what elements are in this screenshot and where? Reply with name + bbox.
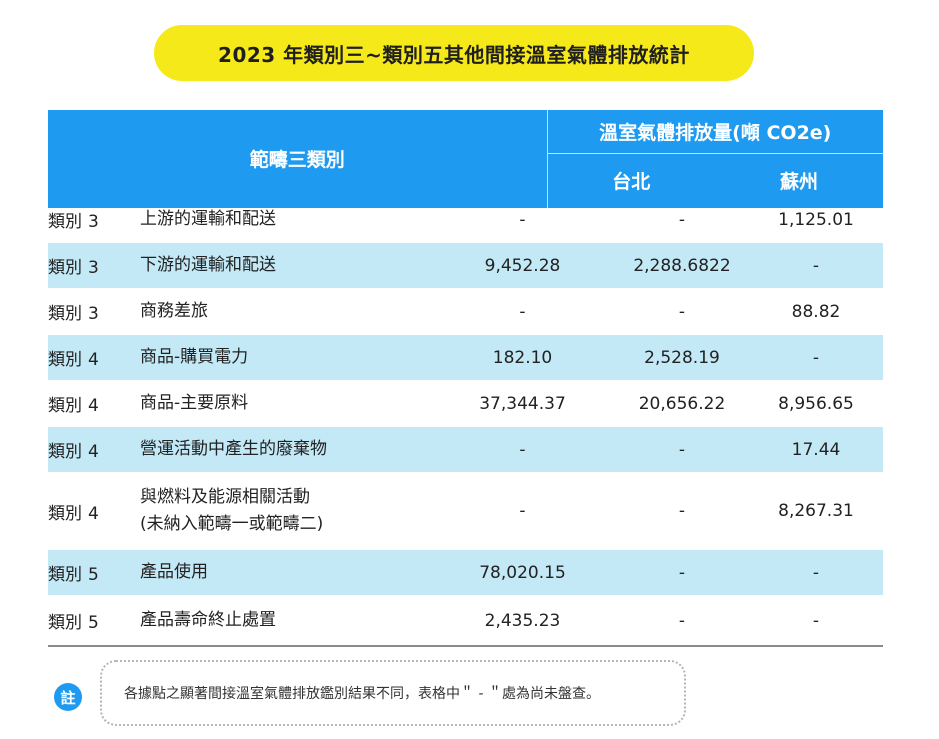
brazil-value: -: [749, 334, 883, 381]
suzhou-value: -: [615, 472, 749, 550]
page-title: 2023 年類別三~類別五其他間接溫室氣體排放統計: [154, 25, 754, 81]
category-cell: 類別 3: [48, 212, 99, 232]
description-cell: 與燃料及能源相關活動 (未納入範疇一或範疇二): [140, 472, 430, 550]
brazil-value: -: [749, 242, 883, 289]
suzhou-value: 2,528.19: [615, 334, 749, 381]
description-line-1: 與燃料及能源相關活動: [140, 487, 310, 507]
suzhou-value: -: [615, 288, 749, 335]
suzhou-value: -: [615, 595, 749, 647]
taipei-value: 78,020.15: [430, 549, 615, 596]
taipei-value: 2,435.23: [430, 595, 615, 647]
brazil-value: 88.82: [749, 288, 883, 335]
description-cell: 產品使用: [140, 549, 430, 596]
emissions-group-header: 溫室氣體排放量(噸 CO2e): [547, 110, 884, 154]
brazil-value: 8,267.31: [749, 472, 883, 550]
description-cell: 上游的運輸和配送: [140, 209, 276, 229]
taipei-value: 182.10: [430, 334, 615, 381]
brazil-value: -: [749, 549, 883, 596]
taipei-value: 37,344.37: [430, 380, 615, 427]
category-cell: 類別 4: [48, 426, 140, 473]
table-row: 類別 3 下游的運輸和配送 9,452.28 2,288.6822 -: [48, 242, 883, 289]
location-header-suzhou: 蘇州: [715, 153, 884, 208]
category-cell: 類別 5: [48, 595, 140, 647]
taipei-value: 9,452.28: [430, 242, 615, 289]
category-cell: 類別 4: [48, 380, 140, 427]
note-badge-icon: 註: [54, 683, 82, 711]
description-cell: 商品-主要原料: [140, 380, 430, 427]
category-cell: 類別 4: [48, 334, 140, 381]
brazil-value: 1,125.01: [778, 209, 854, 230]
suzhou-value: -: [615, 426, 749, 473]
table-row: 類別 5 產品使用 78,020.15 - -: [48, 549, 883, 596]
description-cell: 商務差旅: [140, 288, 430, 335]
emissions-table: 範疇三類別 溫室氣體排放量(噸 CO2e) 台北 蘇州 巴西: [48, 110, 902, 208]
suzhou-value: -: [678, 209, 686, 230]
suzhou-value: 2,288.6822: [615, 242, 749, 289]
footnote-box: 各據點之顯著間接溫室氣體排放鑑別結果不同，表格中＂ - ＂處為尚未盤查。: [100, 660, 686, 726]
emissions-table-body: 類別 3 上游的運輸和配送 - - 1,125.01 類別 3 下游的運輸和配送 9…: [48, 197, 883, 647]
category-cell: 類別 3: [48, 242, 140, 289]
category-cell: 類別 4: [48, 472, 140, 550]
category-cell: 類別 5: [48, 549, 140, 596]
suzhou-value: -: [615, 549, 749, 596]
brazil-value: -: [749, 595, 883, 647]
table-row: 類別 3 商務差旅 - - 88.82: [48, 288, 883, 335]
suzhou-value: 20,656.22: [615, 380, 749, 427]
taipei-value: -: [430, 288, 615, 335]
brazil-value: 17.44: [749, 426, 883, 473]
description-cell: 商品-購買電力: [140, 334, 430, 381]
taipei-value: -: [430, 426, 615, 473]
taipei-value: -: [519, 209, 526, 230]
description-line-2: (未納入範疇一或範疇二): [140, 514, 324, 534]
table-row: 類別 5 產品壽命終止處置 2,435.23 - -: [48, 595, 883, 647]
table-row: 類別 4 商品-主要原料 37,344.37 20,656.22 8,956.65: [48, 380, 883, 427]
table-row: 類別 4 商品-購買電力 182.10 2,528.19 -: [48, 334, 883, 381]
category-cell: 類別 3: [48, 288, 140, 335]
footnote-text: 各據點之顯著間接溫室氣體排放鑑別結果不同，表格中＂ - ＂處為尚未盤查。: [124, 686, 600, 702]
table-row: 類別 4 與燃料及能源相關活動 (未納入範疇一或範疇二) - - 8,267.31: [48, 472, 883, 550]
table-row: 類別 4 營運活動中產生的廢棄物 - - 17.44: [48, 426, 883, 473]
category-header: 範疇三類別: [48, 110, 548, 208]
table-row: 類別 3 上游的運輸和配送 - - 1,125.01: [48, 197, 883, 243]
taipei-value: -: [430, 472, 615, 550]
brazil-value: 8,956.65: [749, 380, 883, 427]
description-cell: 營運活動中產生的廢棄物: [140, 426, 430, 473]
description-cell: 產品壽命終止處置: [140, 595, 430, 647]
location-header-taipei: 台北: [547, 153, 716, 208]
description-cell: 下游的運輸和配送: [140, 242, 430, 289]
